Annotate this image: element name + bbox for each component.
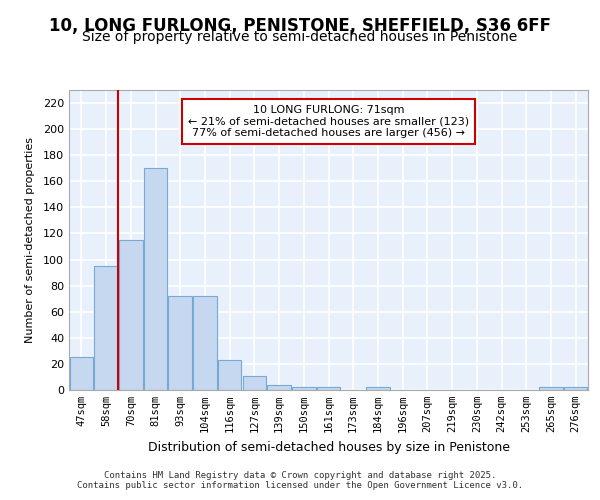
Y-axis label: Number of semi-detached properties: Number of semi-detached properties <box>25 137 35 343</box>
Text: Contains HM Land Registry data © Crown copyright and database right 2025.
Contai: Contains HM Land Registry data © Crown c… <box>77 470 523 490</box>
Bar <box>169 296 192 390</box>
Bar <box>218 360 241 390</box>
Bar <box>564 388 587 390</box>
Bar <box>94 266 118 390</box>
Bar <box>268 385 291 390</box>
Bar <box>366 388 389 390</box>
X-axis label: Distribution of semi-detached houses by size in Penistone: Distribution of semi-detached houses by … <box>148 440 509 454</box>
Text: Size of property relative to semi-detached houses in Penistone: Size of property relative to semi-detach… <box>82 30 518 44</box>
Bar <box>193 296 217 390</box>
Bar <box>70 358 93 390</box>
Bar <box>292 388 316 390</box>
Text: 10, LONG FURLONG, PENISTONE, SHEFFIELD, S36 6FF: 10, LONG FURLONG, PENISTONE, SHEFFIELD, … <box>49 18 551 36</box>
Bar <box>317 388 340 390</box>
Bar <box>119 240 143 390</box>
Bar <box>144 168 167 390</box>
Bar <box>539 388 563 390</box>
Text: 10 LONG FURLONG: 71sqm
← 21% of semi-detached houses are smaller (123)
77% of se: 10 LONG FURLONG: 71sqm ← 21% of semi-det… <box>188 105 469 138</box>
Bar <box>242 376 266 390</box>
